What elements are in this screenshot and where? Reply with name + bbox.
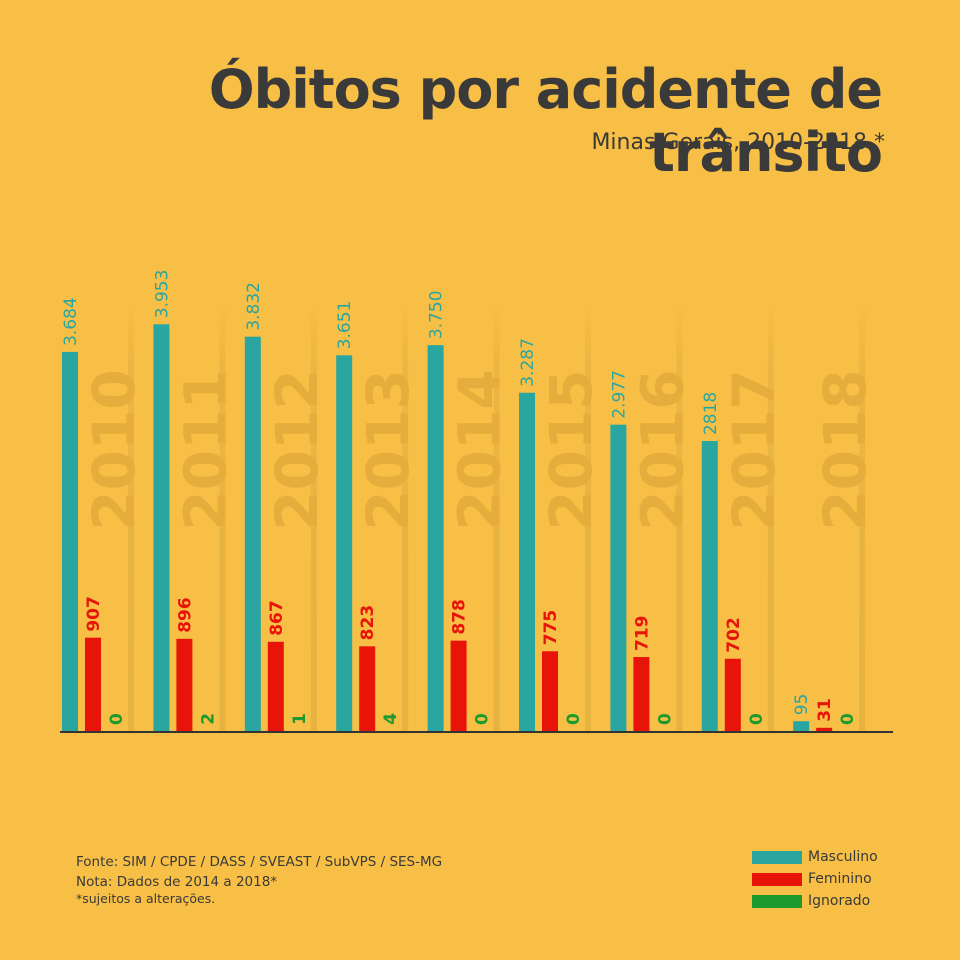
data-label-masculino: 3.750: [427, 290, 447, 339]
data-label-feminino: 719: [632, 616, 652, 652]
legend-item-masculino: Masculino: [752, 846, 878, 868]
legend-label-feminino: Feminino: [808, 871, 872, 887]
chart-subtitle: Minas Gerais, 2010-2018 *: [591, 130, 885, 155]
bar-masculino: [62, 351, 78, 731]
year-label: 2013: [354, 369, 422, 530]
disclaimer-text: *sujeitos a alterações.: [76, 891, 216, 906]
bar-masculino: [336, 355, 353, 731]
chart-title: Óbitos por acidente de trânsito: [208, 58, 883, 184]
data-label-feminino: 31: [815, 698, 835, 722]
data-label-feminino: 878: [450, 599, 470, 635]
data-label-masculino: 3.651: [335, 301, 355, 350]
bar-masculino: [793, 721, 810, 731]
year-label: 2018: [811, 369, 879, 530]
data-label-feminino: 867: [267, 600, 287, 636]
bar-feminino: [816, 727, 833, 731]
year-label: 2010: [80, 369, 148, 530]
data-label-masculino: 3.953: [152, 270, 172, 319]
data-label-feminino: 907: [84, 596, 104, 632]
bar-masculino: [427, 345, 444, 731]
data-label-ignorado: 2: [198, 713, 218, 725]
bar-masculino: [244, 336, 261, 731]
legend-swatch-ignorado: [752, 894, 802, 908]
legend-label-ignorado: Ignorado: [808, 893, 871, 909]
data-label-ignorado: 0: [747, 713, 767, 725]
group-shadow: [859, 300, 866, 731]
data-label-ignorado: 1: [290, 713, 310, 725]
data-label-masculino: 3.832: [244, 282, 264, 331]
bar-feminino: [176, 638, 193, 731]
chart-legend: Masculino Feminino Ignorado: [752, 846, 878, 912]
year-label: 2011: [171, 369, 239, 530]
bar-feminino: [267, 641, 284, 731]
legend-swatch-masculino: [752, 850, 802, 864]
group-shadow: [585, 300, 591, 731]
source-text: Fonte: SIM / CPDE / DASS / SVEAST / SubV…: [76, 854, 443, 870]
year-label: 2014: [446, 369, 514, 530]
data-label-feminino: 775: [541, 610, 561, 646]
data-label-masculino: 3.684: [61, 297, 81, 346]
data-label-feminino: 896: [175, 597, 195, 633]
data-label-feminino: 823: [358, 605, 378, 641]
note-text: Nota: Dados de 2014 a 2018*: [76, 874, 278, 890]
group-shadow: [219, 300, 226, 731]
bar-feminino: [359, 646, 376, 731]
legend-item-feminino: Feminino: [752, 868, 878, 890]
bar-feminino: [724, 658, 741, 731]
group-shadow: [402, 300, 409, 731]
data-label-masculino: 95: [792, 694, 812, 716]
year-label: 2016: [628, 369, 696, 530]
data-label-ignorado: 0: [655, 713, 675, 725]
source-notes: Fonte: SIM / CPDE / DASS / SVEAST / SubV…: [76, 852, 442, 906]
bar-feminino: [542, 651, 558, 731]
group-shadow: [493, 300, 500, 731]
legend-swatch-feminino: [752, 872, 802, 886]
data-label-masculino: 2.977: [609, 370, 629, 419]
data-label-ignorado: 0: [473, 713, 493, 725]
group-shadow: [676, 300, 683, 731]
data-label-feminino: 702: [724, 617, 744, 653]
bar-feminino: [633, 657, 650, 731]
group-shadow: [128, 300, 134, 731]
bar-feminino: [85, 637, 101, 731]
group-shadow: [310, 300, 317, 731]
year-label: 2015: [537, 369, 605, 530]
group-shadow: [767, 300, 774, 731]
year-label: 2017: [720, 369, 788, 530]
bar-masculino: [519, 392, 535, 731]
bar-masculino: [701, 441, 718, 731]
bar-masculino: [610, 424, 627, 731]
data-label-ignorado: 0: [838, 713, 858, 725]
bar-feminino: [450, 640, 467, 731]
year-label: 2012: [263, 369, 331, 530]
data-label-ignorado: 0: [564, 713, 584, 725]
data-label-ignorado: 4: [381, 713, 401, 725]
data-label-ignorado: 0: [107, 713, 127, 725]
data-label-masculino: 3.287: [518, 338, 538, 387]
data-label-masculino: 2818: [701, 392, 721, 435]
legend-item-ignorado: Ignorado: [752, 890, 878, 912]
legend-label-masculino: Masculino: [808, 849, 878, 865]
bar-masculino: [153, 324, 170, 731]
